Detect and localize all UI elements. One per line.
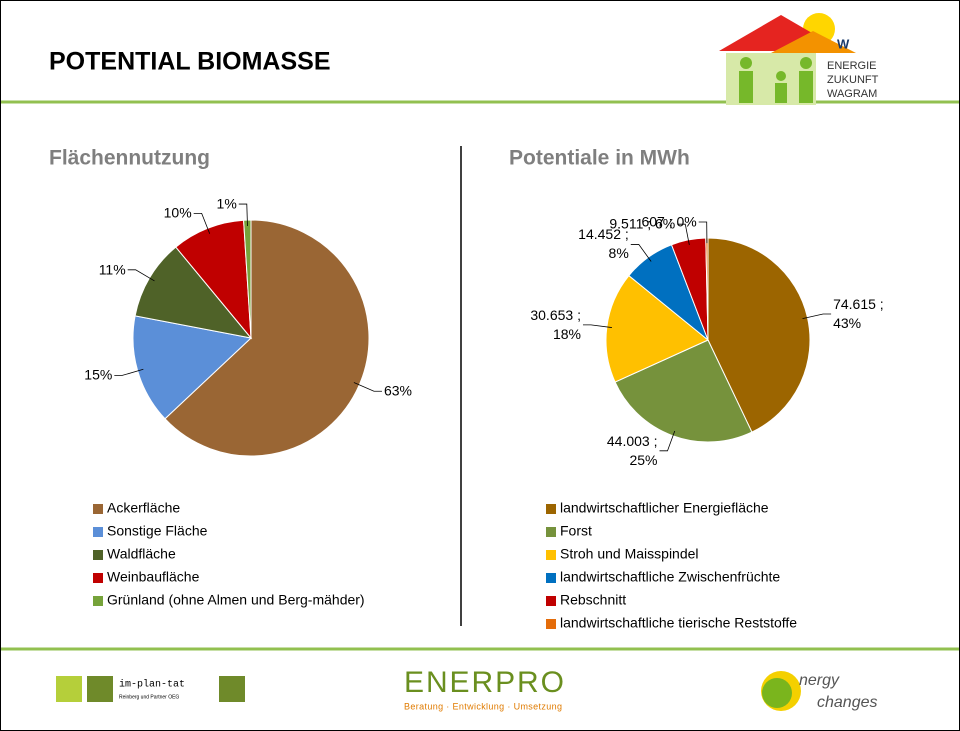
legend-label: Grünland (ohne Almen und Berg-mähder) (107, 592, 365, 608)
chart-title: Flächennutzung (49, 147, 210, 170)
legend-swatch (93, 573, 103, 583)
data-label: 607 ; 0% (641, 213, 697, 230)
chart-title: Potentiale in MWh (509, 147, 690, 170)
leader-line (802, 313, 832, 320)
legend-swatch (93, 550, 103, 560)
leader-line (630, 244, 652, 262)
legend-label: Waldfläche (107, 546, 176, 562)
legend-swatch (546, 596, 556, 606)
data-label: 74.615 ; 43% (833, 295, 884, 331)
logo-text: im-plan-tat (119, 679, 185, 691)
leader-line (127, 269, 155, 282)
leader-line (238, 203, 248, 226)
leader-line (582, 324, 612, 328)
leader-line (353, 382, 382, 392)
header-logo: W ENERGIE ZUKUNFT WAGRAM (719, 13, 879, 105)
data-label: 63% (383, 382, 412, 399)
logo-text: WAGRAM (827, 88, 877, 100)
svg-text:W: W (837, 36, 850, 51)
logo-text: Reinberg und Partner OEG (119, 694, 179, 700)
logo-text: ZUKUNFT (827, 74, 879, 86)
legend-label: landwirtschaftlicher Energiefläche (560, 500, 769, 516)
legend-swatch (546, 619, 556, 629)
logo-text: Beratung · Entwicklung · Umsetzung (404, 701, 562, 711)
data-label: 14.452 ; 8% (578, 226, 629, 262)
legend-swatch (93, 596, 103, 606)
legend-label: Rebschnitt (560, 592, 626, 608)
legend-label: Weinbaufläche (107, 569, 200, 585)
legend-label: Forst (560, 523, 592, 539)
leader-line (659, 430, 676, 452)
data-label: 15% (84, 366, 113, 383)
leader-line (677, 223, 690, 245)
legend-label: Ackerfläche (107, 500, 180, 516)
legend-label: landwirtschaftliche tierische Reststoffe (560, 615, 797, 631)
legend-label: landwirtschaftliche Zwischenfrüchte (560, 569, 780, 585)
logo-text: changes (817, 694, 878, 711)
leader-line (698, 221, 708, 244)
logo-text: nergy (799, 672, 840, 689)
data-label: 11% (98, 261, 126, 278)
data-label: 1% (216, 195, 237, 212)
logo-text: ENERGIE (827, 60, 877, 72)
legend-swatch (546, 573, 556, 583)
data-label: 30.653 ; 18% (530, 306, 581, 342)
legend-swatch (546, 504, 556, 514)
logo-text: ENERPRO (404, 666, 564, 699)
legend-label: Sonstige Fläche (107, 523, 208, 539)
footer-logos: im-plan-tat Reinberg und Partner OEG ENE… (56, 666, 878, 711)
leader-line (114, 368, 144, 376)
data-label: 9.511 ; 6% (609, 215, 676, 232)
legend-label: Stroh und Maisspindel (560, 546, 699, 562)
data-label: 44.003 ; 25% (606, 432, 658, 468)
leader-line (193, 213, 211, 234)
data-label: 10% (163, 204, 192, 221)
legend-swatch (546, 527, 556, 537)
slide-title: POTENTIAL BIOMASSE (49, 48, 331, 76)
legend-swatch (93, 527, 103, 537)
legend-swatch (546, 550, 556, 560)
legend-swatch (93, 504, 103, 514)
